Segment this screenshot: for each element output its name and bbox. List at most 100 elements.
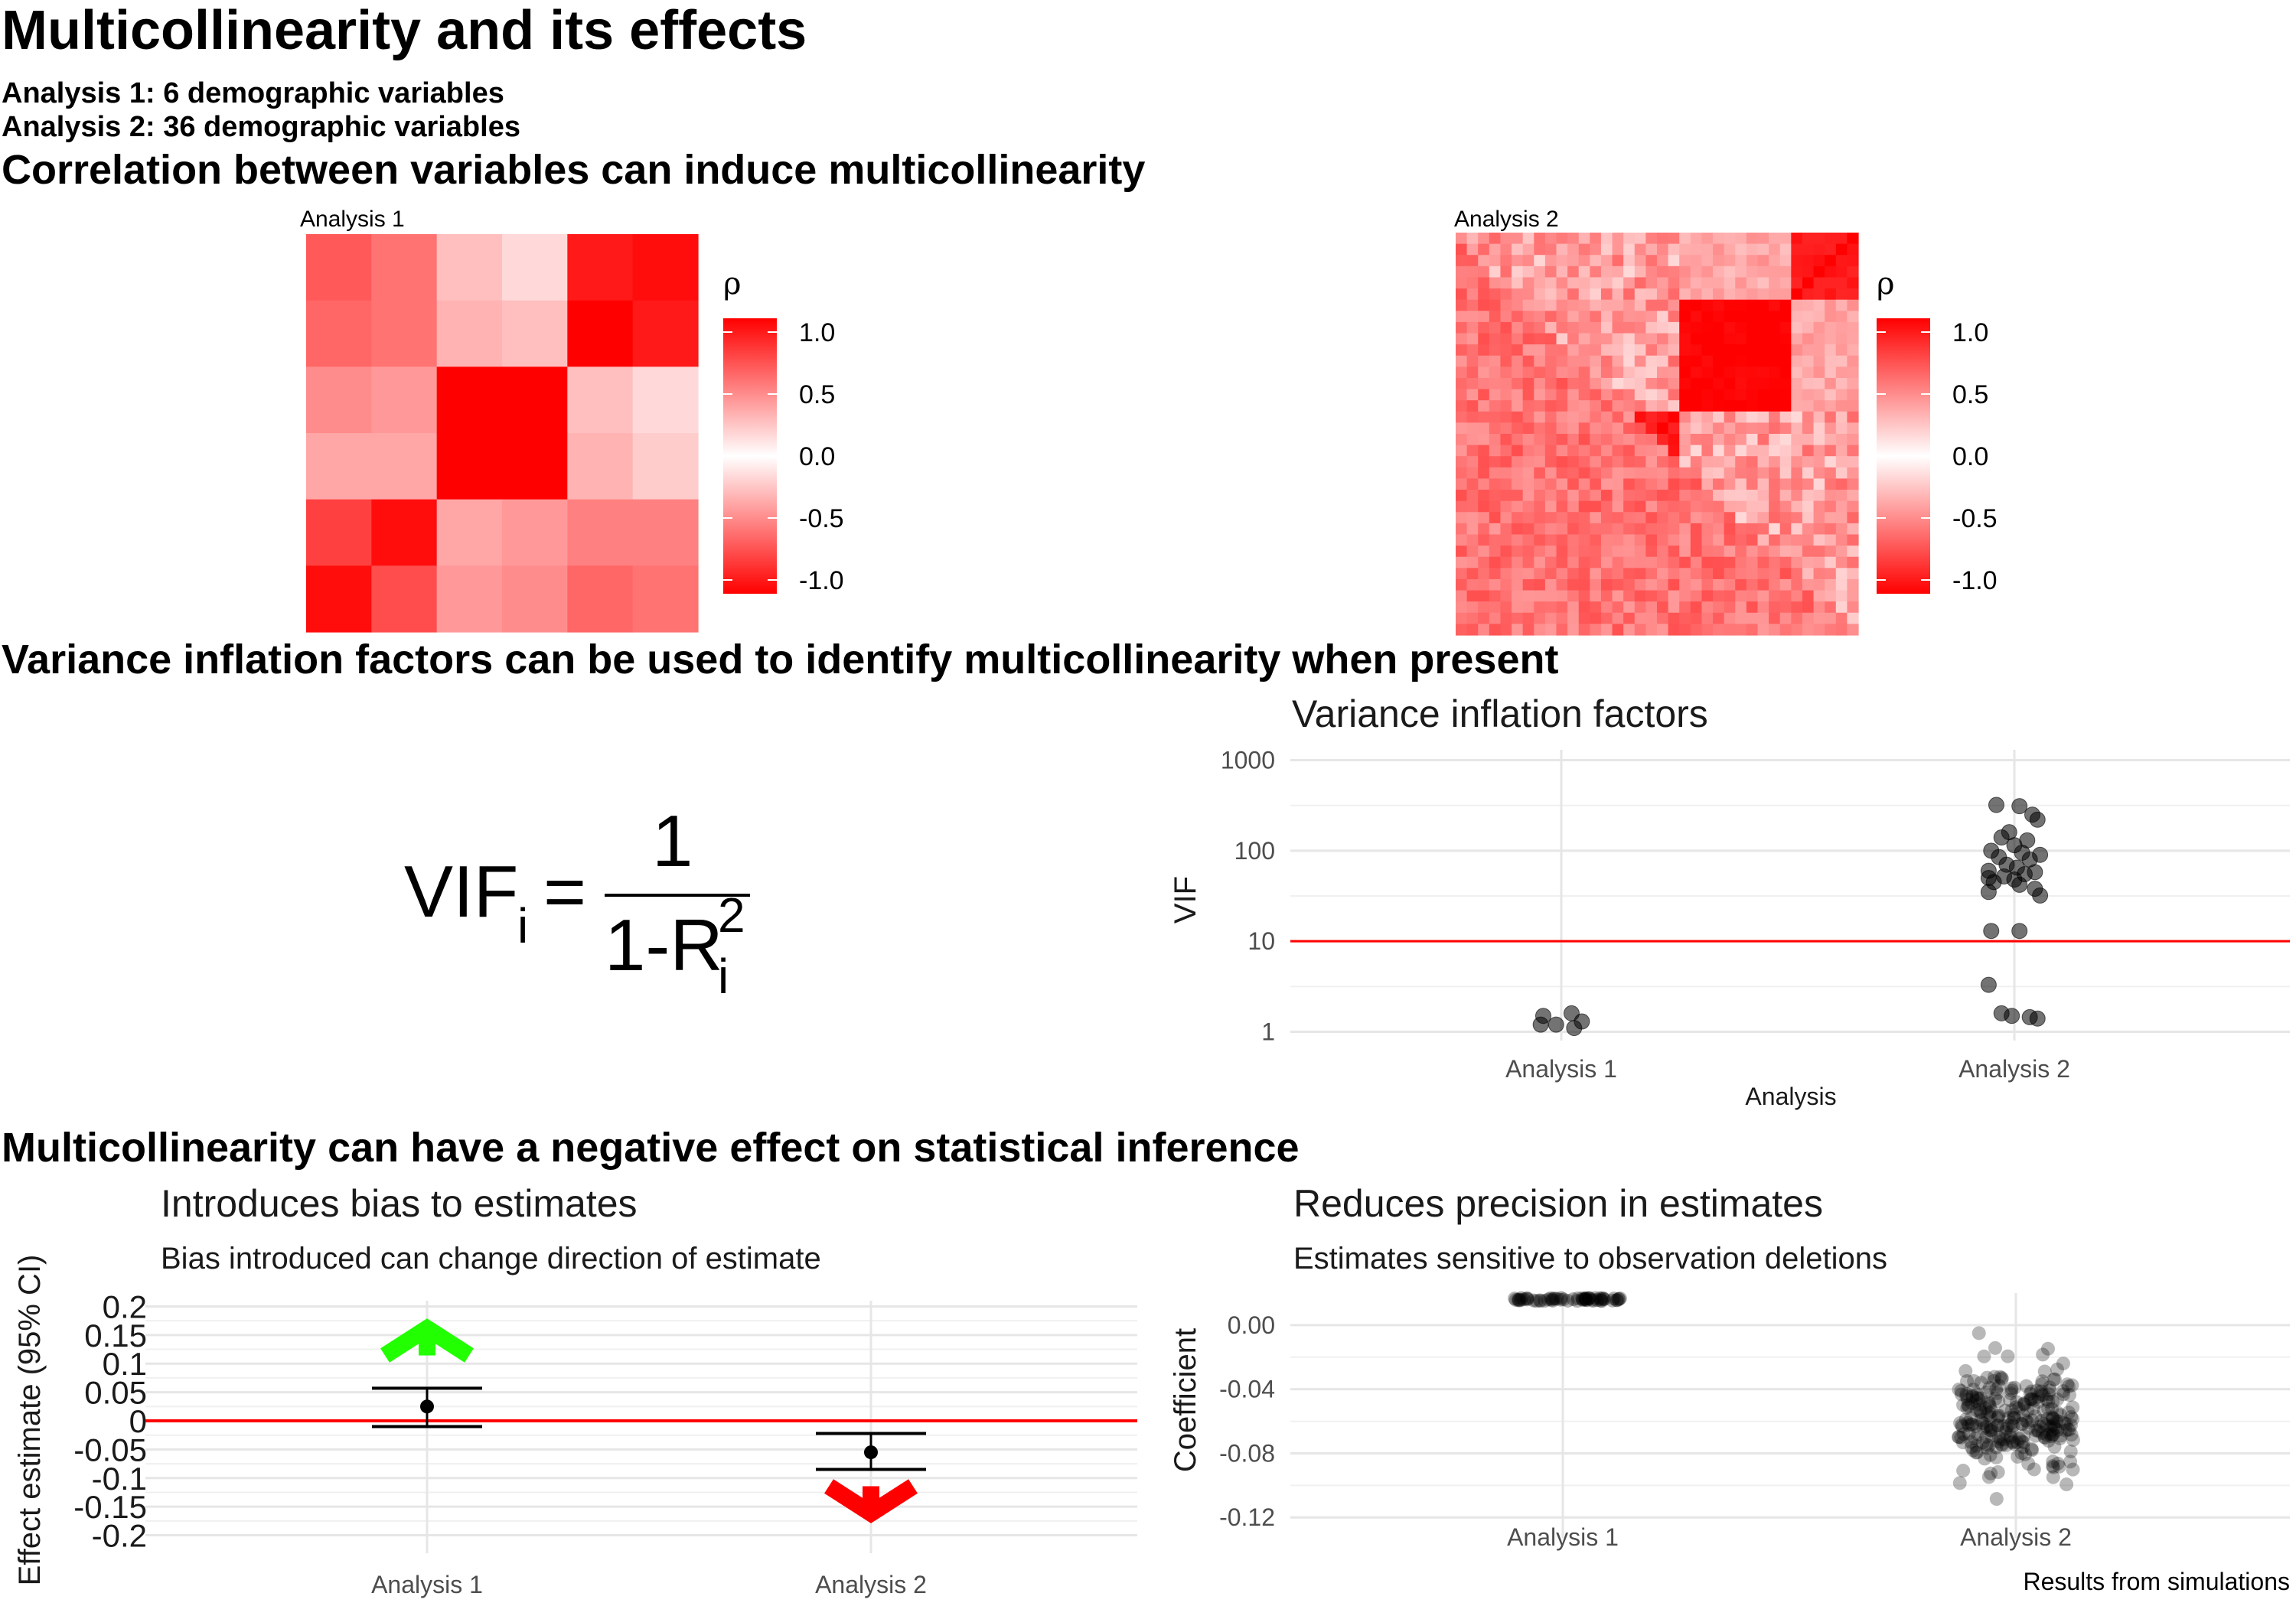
heatmap-2-cell [1456,512,1468,524]
heatmap-2-cell [1657,299,1669,311]
heatmap-2-cell [1578,590,1590,602]
heatmap-2-cell [1746,400,1759,412]
heatmap-2-cell [1679,366,1691,379]
heatmap-2-cell [1489,377,1502,390]
heatmap-2-cell [1657,344,1669,357]
heatmap-2-cell [1590,578,1602,591]
heatmap-2-cell [1634,601,1646,614]
precision-point-analysis-2 [2037,1404,2051,1419]
precision-point-analysis-1 [1610,1293,1625,1308]
precision-point-analysis-2 [1974,1412,1988,1427]
heatmap-2-cell [1456,422,1468,435]
heatmap-2-cell [1802,578,1815,591]
precision-point-analysis-2 [2046,1455,2060,1469]
heatmap-2-cell [1657,355,1669,367]
heatmap-2-cell [1746,243,1759,256]
heatmap-2-cell [1668,512,1680,524]
heatmap-2-cell [1746,445,1759,457]
heatmap-2-cell [1456,366,1468,379]
bias-plot: Introduces bias to estimates Bias introd… [13,1182,1137,1598]
heatmap-2-cell [1478,500,1490,513]
bias-y-tick: 0.1 [103,1346,147,1382]
precision-point-analysis-2 [1956,1398,1971,1412]
precision-point-analysis-2 [2047,1372,2061,1386]
precision-point-analysis-1 [1578,1292,1593,1306]
heatmap-2-cell [1690,556,1703,568]
heatmap-2-cell [1813,411,1825,423]
heatmap-2-cell [1512,366,1524,379]
heatmap-2-cell [1657,265,1669,279]
heatmap-2-cell [1847,321,1859,334]
heatmap-2-cell [1779,333,1792,345]
heatmap-2-cell [1779,288,1792,301]
heatmap-1-cell [306,366,372,434]
formula-denominator-superscript: 2 [718,888,745,943]
precision-point-analysis-1 [1611,1292,1626,1306]
precision-point-analysis-1 [1520,1292,1534,1306]
heatmap-2-cell [1835,568,1848,580]
heatmap-2-cell [1645,601,1658,614]
heatmap-2-cell [1779,478,1792,490]
precision-point-analysis-2 [2061,1422,2076,1437]
heatmap-2-cell [1791,456,1803,468]
heatmap-2-cell [1623,321,1636,334]
heatmap-2-cell [1489,422,1502,435]
precision-point-analysis-2 [2024,1441,2039,1456]
precision-point-analysis-2 [1999,1421,2014,1435]
heatmap-2-cell [1835,299,1848,311]
heatmap-2-cell [1679,344,1691,357]
precision-point-analysis-2 [2007,1410,2021,1425]
heatmap-2-cell [1466,467,1479,480]
heatmap-2-cell [1835,590,1848,602]
precision-point-analysis-1 [1550,1292,1564,1306]
heatmap-2-cell [1500,277,1512,289]
heatmap-2-cell [1802,445,1815,457]
heatmap-2-cell [1769,321,1781,334]
heatmap-2-cell [1724,400,1736,412]
heatmap-2-cell [1724,321,1736,334]
heatmap-2-cell [1500,512,1512,524]
heatmap-2-cell [1512,422,1524,435]
precision-point-analysis-1 [1554,1292,1568,1307]
heatmap-2-cell [1724,333,1736,345]
precision-point-analysis-2 [1966,1383,1981,1397]
heatmap-2-cell [1735,546,1747,558]
heatmap-2-cell [1746,333,1759,345]
vif-point [1980,976,1997,993]
heatmap-2-cell [1567,233,1580,245]
heatmap-2-cell [1544,355,1557,367]
formula-equals: = [543,851,586,933]
precision-point-analysis-2 [1971,1392,1986,1406]
heatmap-2-cell [1478,612,1490,624]
heatmap-2-cell [1779,400,1792,412]
heatmap-2-cell [1634,265,1646,279]
heatmap-2-cell [1757,590,1769,602]
heatmap-2-cell [1679,456,1691,468]
heatmap-2-cell [1634,478,1646,490]
heatmap-2-cell [1500,590,1512,602]
heatmap-2-cell [1757,478,1769,490]
heatmap-2-cell [1500,344,1512,357]
heatmap-2-cell [1701,578,1714,591]
heatmap-2-cell [1657,321,1669,334]
heatmap-2-cell [1724,456,1736,468]
precision-point-analysis-2 [1974,1376,1988,1390]
heatmap-2-cell [1847,456,1859,468]
precision-point-analysis-2 [1965,1396,1979,1410]
precision-point-analysis-2 [2041,1433,2056,1448]
heatmap-1-cell [306,234,372,301]
heatmap-2-cell [1668,255,1680,267]
heatmap-2-cell [1623,590,1636,602]
heatmap-2-cell [1679,534,1691,546]
heatmap-2-cell [1534,389,1546,401]
precision-point-analysis-1 [1612,1292,1626,1306]
down-arrow-icon [824,1479,918,1523]
heatmap-2-cell [1835,265,1848,279]
heatmap-2-cell [1813,233,1825,245]
heatmap-2-cell [1847,534,1859,546]
heatmap-2-cell [1813,612,1825,624]
heatmap-2-cell [1489,233,1502,245]
precision-point-analysis-2 [2007,1411,2021,1425]
heatmap-2-cell [1522,556,1534,568]
precision-point-analysis-2 [1984,1420,1998,1435]
